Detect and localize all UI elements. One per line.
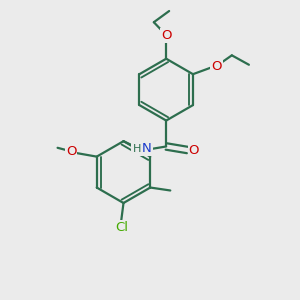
Text: O: O bbox=[161, 29, 171, 42]
Text: O: O bbox=[66, 145, 76, 158]
Text: N: N bbox=[142, 142, 152, 155]
Text: O: O bbox=[66, 145, 76, 158]
Text: O: O bbox=[189, 144, 199, 157]
Text: O: O bbox=[189, 144, 199, 157]
Text: O: O bbox=[211, 60, 221, 73]
Text: H: H bbox=[132, 142, 142, 155]
Text: O: O bbox=[211, 60, 221, 73]
Text: H: H bbox=[133, 144, 141, 154]
Text: N: N bbox=[142, 142, 152, 155]
Text: Cl: Cl bbox=[116, 221, 128, 234]
Text: O: O bbox=[161, 29, 171, 42]
Text: N: N bbox=[142, 142, 152, 155]
Text: H: H bbox=[133, 144, 141, 154]
Text: Cl: Cl bbox=[116, 221, 128, 234]
